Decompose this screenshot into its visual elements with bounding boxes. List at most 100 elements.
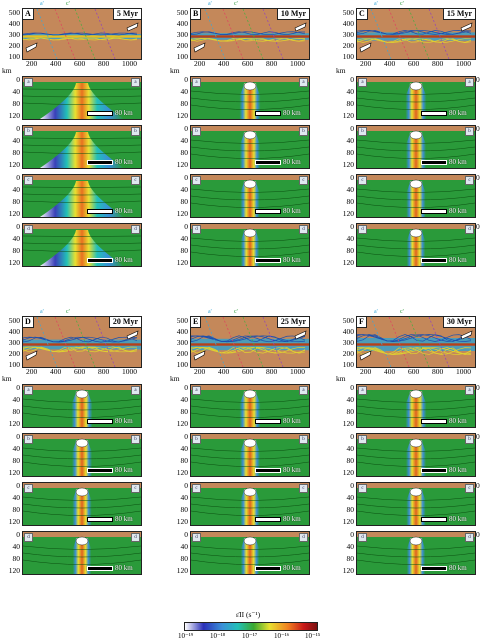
section-y-tick: 40 xyxy=(346,444,355,453)
strain-contour xyxy=(357,347,472,355)
section-y-tick: 0 xyxy=(16,481,20,490)
plan-y-tick: 300 xyxy=(342,338,354,347)
isotherm-line xyxy=(357,153,475,159)
scale-bar: 80 km xyxy=(255,207,301,215)
isotherm-line xyxy=(357,104,475,110)
plate-boundary-core xyxy=(357,343,475,346)
plan-x-tick: 800 xyxy=(266,367,278,376)
section-label: b xyxy=(192,435,201,444)
plan-view-map: B 10 Myr xyxy=(190,8,310,60)
plan-y-tick: 400 xyxy=(176,19,188,28)
plate-motion-arrow-icon xyxy=(460,330,473,340)
crust-layer xyxy=(357,532,475,537)
section-y-tick: 120 xyxy=(176,517,188,526)
section-y-tick: 80 xyxy=(12,505,21,514)
isotherm-line xyxy=(357,559,475,565)
section-label: c xyxy=(299,484,308,493)
section-y-tick: 40 xyxy=(12,542,21,551)
colorbar-tick: 10⁻¹⁵ xyxy=(305,632,321,640)
strain-contour xyxy=(357,30,472,35)
scale-bar-label: 80 km xyxy=(449,109,467,117)
scale-bar-line xyxy=(87,467,113,473)
section-y-tick: 120 xyxy=(342,160,354,169)
plan-y-tick: 100 xyxy=(176,52,188,61)
section-y-tick: 0 xyxy=(184,383,188,392)
melt-pocket xyxy=(243,179,257,189)
melt-pocket xyxy=(243,389,257,399)
isotherm-line xyxy=(191,552,309,558)
scale-bar: 80 km xyxy=(87,564,133,572)
crust-layer xyxy=(191,77,309,82)
km-label: km xyxy=(2,374,12,383)
profile-line xyxy=(408,9,430,59)
cross-section: d d 80 km xyxy=(356,531,476,575)
isotherm-line xyxy=(357,503,475,509)
cross-section: d d 80 km xyxy=(190,531,310,575)
crust-layer xyxy=(23,532,141,537)
isotherm-line xyxy=(23,412,141,418)
profile-line xyxy=(242,9,264,59)
cross-section: c c 80 km xyxy=(356,482,476,526)
km-label: km xyxy=(336,374,346,383)
strain-contour xyxy=(191,335,306,343)
isotherm-line xyxy=(23,405,141,411)
section-y-tick: 120 xyxy=(176,258,188,267)
section-y-tick: 120 xyxy=(342,468,354,477)
section-y-tick: 40 xyxy=(12,185,21,194)
plume-shape xyxy=(390,83,442,119)
section-label: b xyxy=(465,435,474,444)
section-y-tick: 120 xyxy=(342,209,354,218)
profile-line xyxy=(262,9,284,59)
strain-contour xyxy=(191,335,306,343)
time-label: 25 Myr xyxy=(276,317,309,328)
plate-boundary-core xyxy=(357,35,475,38)
section-y-tick-right: 0 xyxy=(476,222,480,231)
plume-shape xyxy=(392,181,440,217)
cross-section: d d 80 km xyxy=(356,223,476,267)
melt-pocket xyxy=(75,487,89,497)
scale-bar: 80 km xyxy=(255,256,301,264)
section-label: c xyxy=(465,176,474,185)
strain-contour xyxy=(23,336,138,343)
profile-line xyxy=(408,317,430,367)
section-y-tick-right: 0 xyxy=(476,173,480,182)
section-y-tick: 80 xyxy=(346,456,355,465)
scale-bar-label: 80 km xyxy=(283,515,301,523)
section-y-tick-right: 0 xyxy=(476,432,480,441)
cross-section: c c 80 km xyxy=(356,174,476,218)
plan-y-tick: 200 xyxy=(176,349,188,358)
section-y-tick: 80 xyxy=(180,99,189,108)
plan-x-tick: 600 xyxy=(74,367,86,376)
section-label: a xyxy=(24,78,33,87)
plate-motion-arrow-icon xyxy=(460,22,473,32)
profile-label: c' xyxy=(234,1,238,7)
section-y-tick-right: 0 xyxy=(476,75,480,84)
section-label: b xyxy=(358,127,367,136)
section-y-tick: 80 xyxy=(12,456,21,465)
isotherm-line xyxy=(23,151,141,154)
section-label: c xyxy=(465,484,474,493)
scale-bar: 80 km xyxy=(87,207,133,215)
section-y-tick: 40 xyxy=(12,234,21,243)
crust-layer xyxy=(191,483,309,488)
crust-layer xyxy=(357,224,475,229)
strain-contour xyxy=(191,346,306,354)
plume-shape xyxy=(57,440,107,476)
plume-shape xyxy=(390,391,442,427)
profile-line xyxy=(36,317,58,367)
profile-line xyxy=(388,9,410,59)
profile-label: c' xyxy=(66,309,70,315)
plan-x-tick: 200 xyxy=(360,59,372,68)
section-y-tick: 40 xyxy=(346,395,355,404)
isotherm-line xyxy=(357,188,475,193)
plume-shape xyxy=(392,489,440,525)
section-y-tick: 80 xyxy=(346,554,355,563)
scale-bar-line xyxy=(255,257,281,263)
isotherm-line xyxy=(357,244,475,250)
crust-layer xyxy=(23,77,141,82)
isotherm-line xyxy=(357,97,475,103)
scale-bar-label: 80 km xyxy=(449,256,467,264)
isotherm-line xyxy=(23,200,141,203)
plate-motion-arrow-icon xyxy=(25,42,38,53)
section-label: d xyxy=(131,225,140,234)
